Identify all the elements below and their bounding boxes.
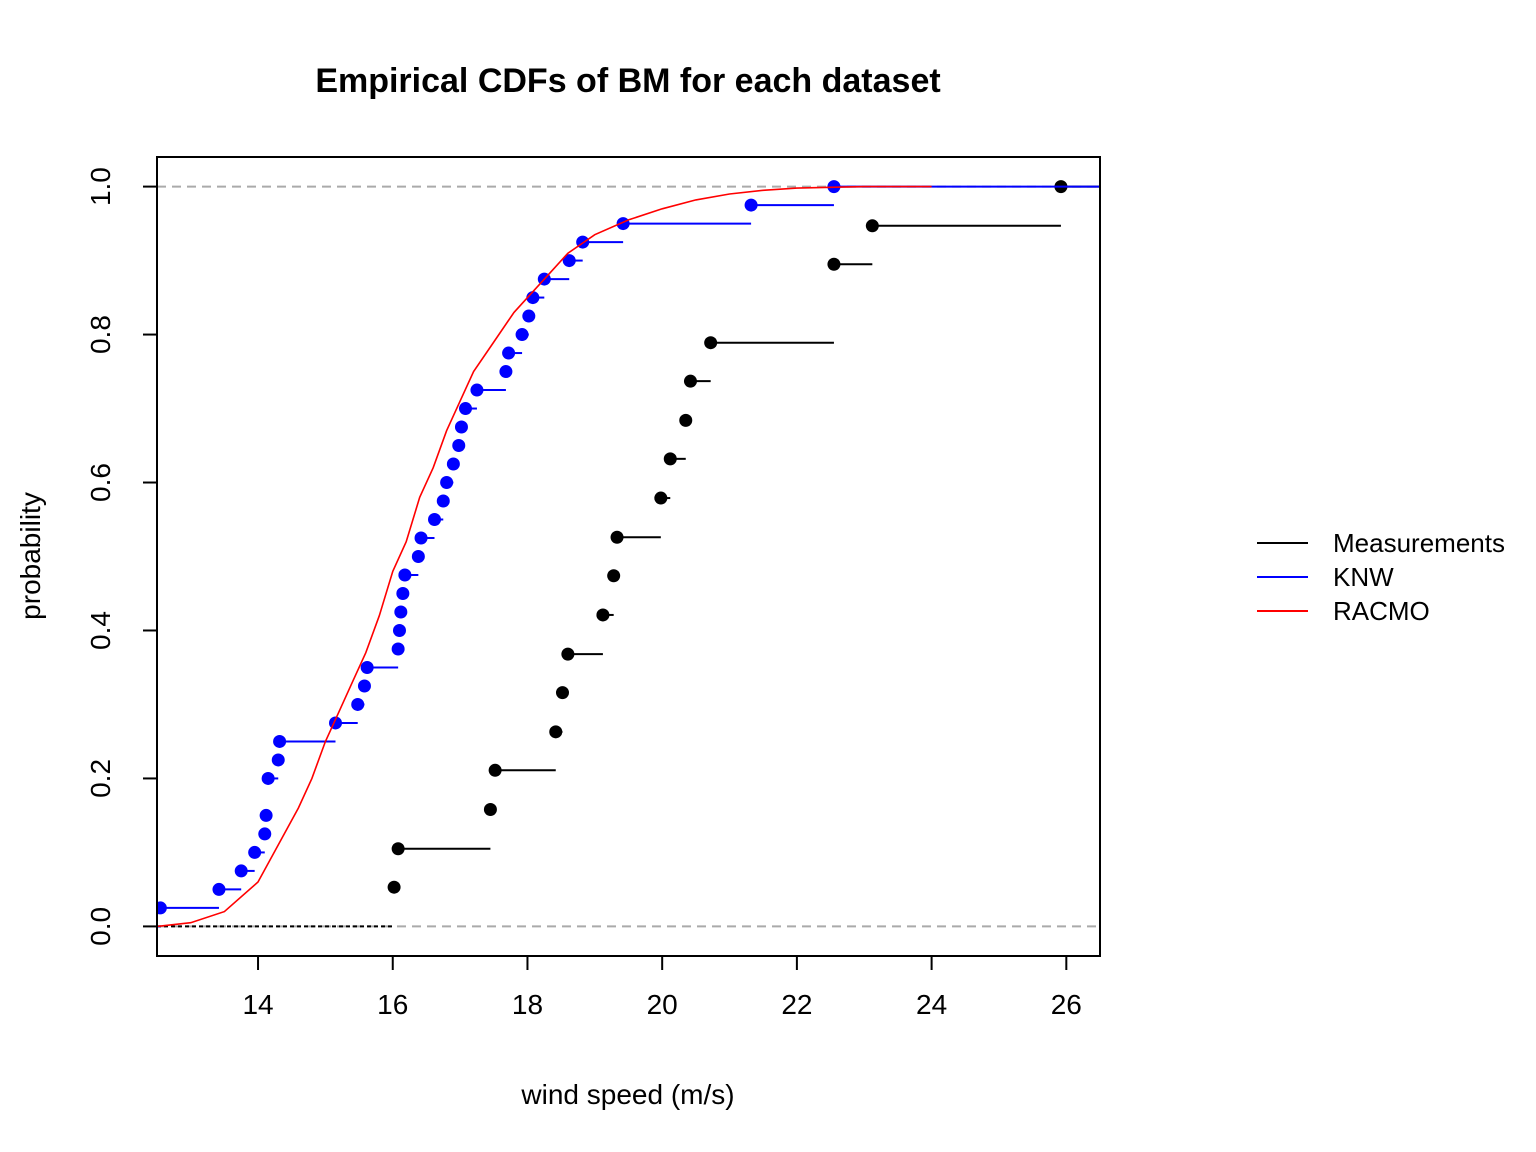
- knw-point: [522, 309, 536, 323]
- knw-point: [351, 697, 365, 711]
- knw-point: [744, 198, 758, 212]
- measurements-point: [683, 374, 697, 388]
- x-tick-label: 26: [1051, 989, 1082, 1020]
- x-tick-label: 24: [916, 989, 947, 1020]
- plot-frame: [156, 156, 1101, 957]
- chart-title: Empirical CDFs of BM for each dataset: [315, 62, 940, 100]
- measurements-point: [488, 763, 502, 777]
- knw-point: [502, 346, 516, 360]
- knw-point: [394, 605, 408, 619]
- y-tick-label: 1.0: [85, 167, 116, 206]
- measurements-point: [596, 608, 610, 622]
- knw-point: [446, 457, 460, 471]
- knw-point: [391, 642, 405, 656]
- measurements-point: [610, 530, 624, 544]
- measurements-point: [555, 686, 569, 700]
- knw-point: [562, 254, 576, 268]
- y-tick-label: 0.8: [85, 315, 116, 354]
- knw-point: [271, 753, 285, 767]
- knw-point: [398, 568, 412, 582]
- measurements-point: [549, 725, 563, 739]
- knw-point: [440, 476, 454, 490]
- measurements-point: [391, 842, 405, 856]
- knw-point: [454, 420, 468, 434]
- knw-point: [392, 623, 406, 637]
- knw-point: [414, 531, 428, 545]
- y-tick-label: 0.6: [85, 463, 116, 502]
- knw-point: [273, 734, 287, 748]
- knw-point: [212, 882, 226, 896]
- x-tick-label: 14: [242, 989, 273, 1020]
- knw-point: [261, 771, 275, 785]
- measurements-point: [654, 491, 668, 505]
- measurements-point: [663, 452, 677, 466]
- y-tick-label: 0.2: [85, 759, 116, 798]
- legend-label-knw: KNW: [1333, 562, 1394, 592]
- knw-point: [234, 864, 248, 878]
- x-tick-label: 18: [512, 989, 543, 1020]
- knw-point: [157, 901, 167, 915]
- measurements-point: [865, 219, 879, 233]
- plot-area: [157, 180, 1100, 928]
- knw-point: [357, 679, 371, 693]
- knw-point: [428, 513, 442, 527]
- knw-point: [515, 328, 529, 342]
- knw-point: [411, 550, 425, 563]
- x-tick-label: 22: [781, 989, 812, 1020]
- measurements-point: [483, 803, 497, 817]
- knw-point: [458, 402, 472, 416]
- legend-label-measurements: Measurements: [1333, 528, 1505, 558]
- measurements-point: [387, 880, 401, 894]
- measurements-point: [607, 569, 621, 583]
- measurements-point: [561, 647, 575, 661]
- knw-point: [436, 494, 450, 508]
- knw-point: [470, 383, 484, 397]
- knw-point: [259, 808, 273, 822]
- knw-point: [258, 827, 272, 841]
- x-tick-label: 20: [647, 989, 678, 1020]
- legend-label-racmo: RACMO: [1333, 596, 1430, 626]
- y-axis-label: probability: [15, 492, 46, 620]
- measurements-point: [679, 413, 693, 427]
- x-tick-label: 16: [377, 989, 408, 1020]
- racmo-cdf-line: [157, 185, 932, 928]
- measurements-point: [704, 336, 718, 350]
- knw-point: [499, 365, 513, 379]
- y-tick-label: 0.0: [85, 907, 116, 946]
- knw-point: [452, 439, 466, 453]
- knw-point: [248, 845, 262, 859]
- x-axis-label: wind speed (m/s): [520, 1079, 734, 1110]
- y-tick-label: 0.4: [85, 611, 116, 650]
- knw-point: [360, 660, 374, 674]
- knw-point: [396, 586, 410, 600]
- measurements-point: [827, 257, 841, 271]
- legend: Measurements KNW RACMO: [1257, 528, 1505, 626]
